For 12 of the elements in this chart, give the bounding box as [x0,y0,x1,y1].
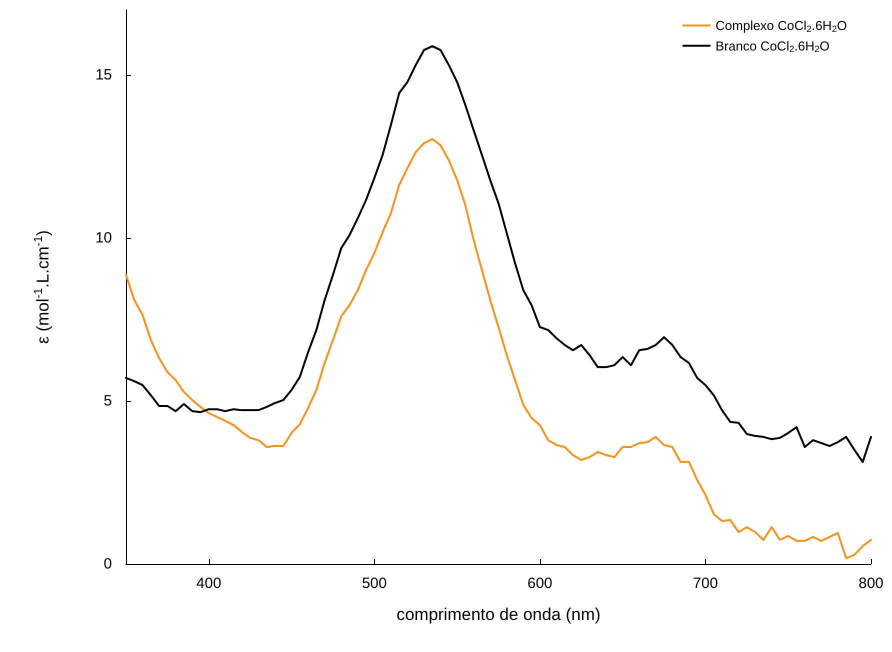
y-axis-title: ε (mol-1.L.cm-1) [30,230,52,344]
line-series [125,138,872,560]
x-axis-title: comprimento de onda (nm) [396,605,601,624]
y-tick-label: 10 [95,230,112,247]
x-tick-label: 500 [362,575,387,592]
y-tick-label: 15 [95,66,112,84]
x-tick-label: 700 [692,575,718,592]
x-tick-label: 400 [196,575,222,592]
x-tick-label: 600 [527,575,552,592]
y-tick-label: 0 [104,556,112,572]
y-tick-label: 5 [104,392,112,410]
x-tick-label: 800 [858,575,884,592]
